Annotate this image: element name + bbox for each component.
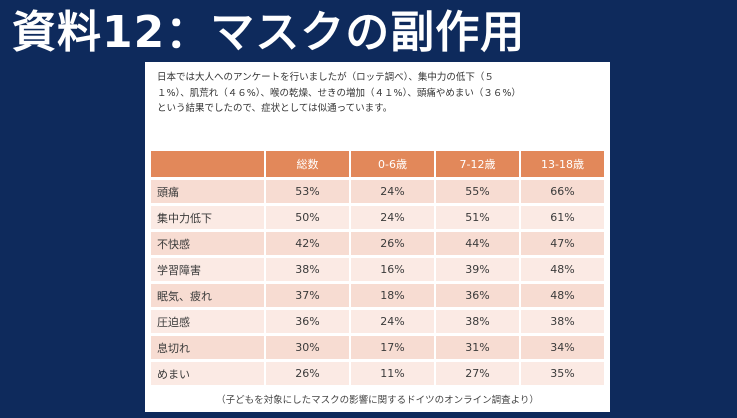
value-cell: 31% xyxy=(434,336,519,359)
value-cell: 36% xyxy=(264,310,349,333)
table-header-row: 総数 0-6歳 7-12歳 13-18歳 xyxy=(151,151,604,177)
value-cell: 50% xyxy=(264,206,349,229)
value-cell: 51% xyxy=(434,206,519,229)
value-cell: 39% xyxy=(434,258,519,281)
value-cell: 26% xyxy=(349,232,434,255)
value-cell: 26% xyxy=(264,362,349,385)
value-cell: 48% xyxy=(519,258,604,281)
value-cell: 42% xyxy=(264,232,349,255)
intro-line: １%）、肌荒れ（４６%）、喉の乾燥、せきの増加（４１%）、頭痛やめまい（３６%） xyxy=(157,87,521,99)
symptom-cell: めまい xyxy=(151,362,264,385)
table-row: 学習障害 38% 16% 39% 48% xyxy=(151,258,604,281)
symptom-cell: 圧迫感 xyxy=(151,310,264,333)
header-cell: 13-18歳 xyxy=(519,151,604,177)
content-panel: 日本では大人へのアンケートを行いましたが（ロッテ調べ）、集中力の低下（５ １%）… xyxy=(145,62,610,412)
intro-line: 日本では大人へのアンケートを行いましたが（ロッテ調べ）、集中力の低下（５ xyxy=(157,72,494,83)
slide-title: 資料12：マスクの副作用 xyxy=(12,7,526,58)
value-cell: 24% xyxy=(349,206,434,229)
value-cell: 24% xyxy=(349,180,434,203)
table-row: 眠気、疲れ 37% 18% 36% 48% xyxy=(151,284,604,307)
table-row: 頭痛 53% 24% 55% 66% xyxy=(151,180,604,203)
symptom-cell: 息切れ xyxy=(151,336,264,359)
value-cell: 44% xyxy=(434,232,519,255)
value-cell: 38% xyxy=(434,310,519,333)
symptom-cell: 頭痛 xyxy=(151,180,264,203)
value-cell: 53% xyxy=(264,180,349,203)
header-cell: 総数 xyxy=(264,151,349,177)
value-cell: 38% xyxy=(519,310,604,333)
intro-text: 日本では大人へのアンケートを行いましたが（ロッテ調べ）、集中力の低下（５ １%）… xyxy=(157,70,605,117)
symptom-cell: 眠気、疲れ xyxy=(151,284,264,307)
table-row: 集中力低下 50% 24% 51% 61% xyxy=(151,206,604,229)
value-cell: 16% xyxy=(349,258,434,281)
value-cell: 24% xyxy=(349,310,434,333)
value-cell: 61% xyxy=(519,206,604,229)
value-cell: 55% xyxy=(434,180,519,203)
value-cell: 35% xyxy=(519,362,604,385)
value-cell: 34% xyxy=(519,336,604,359)
value-cell: 36% xyxy=(434,284,519,307)
value-cell: 37% xyxy=(264,284,349,307)
value-cell: 30% xyxy=(264,336,349,359)
symptom-cell: 学習障害 xyxy=(151,258,264,281)
header-cell: 0-6歳 xyxy=(349,151,434,177)
value-cell: 17% xyxy=(349,336,434,359)
table-row: 息切れ 30% 17% 31% 34% xyxy=(151,336,604,359)
value-cell: 47% xyxy=(519,232,604,255)
symptom-cell: 不快感 xyxy=(151,232,264,255)
table-row: 圧迫感 36% 24% 38% 38% xyxy=(151,310,604,333)
table-row: 不快感 42% 26% 44% 47% xyxy=(151,232,604,255)
value-cell: 27% xyxy=(434,362,519,385)
header-cell xyxy=(151,151,264,177)
value-cell: 11% xyxy=(349,362,434,385)
intro-line: という結果でしたので、症状としては似通っています。 xyxy=(157,103,393,114)
value-cell: 38% xyxy=(264,258,349,281)
table-row: めまい 26% 11% 27% 35% xyxy=(151,362,604,385)
value-cell: 48% xyxy=(519,284,604,307)
value-cell: 66% xyxy=(519,180,604,203)
header-cell: 7-12歳 xyxy=(434,151,519,177)
symptom-table: 総数 0-6歳 7-12歳 13-18歳 頭痛 53% 24% 55% 66% … xyxy=(151,148,604,388)
symptom-cell: 集中力低下 xyxy=(151,206,264,229)
value-cell: 18% xyxy=(349,284,434,307)
source-note: （子どもを対象にしたマスクの影響に関するドイツのオンライン調査より） xyxy=(216,395,539,406)
